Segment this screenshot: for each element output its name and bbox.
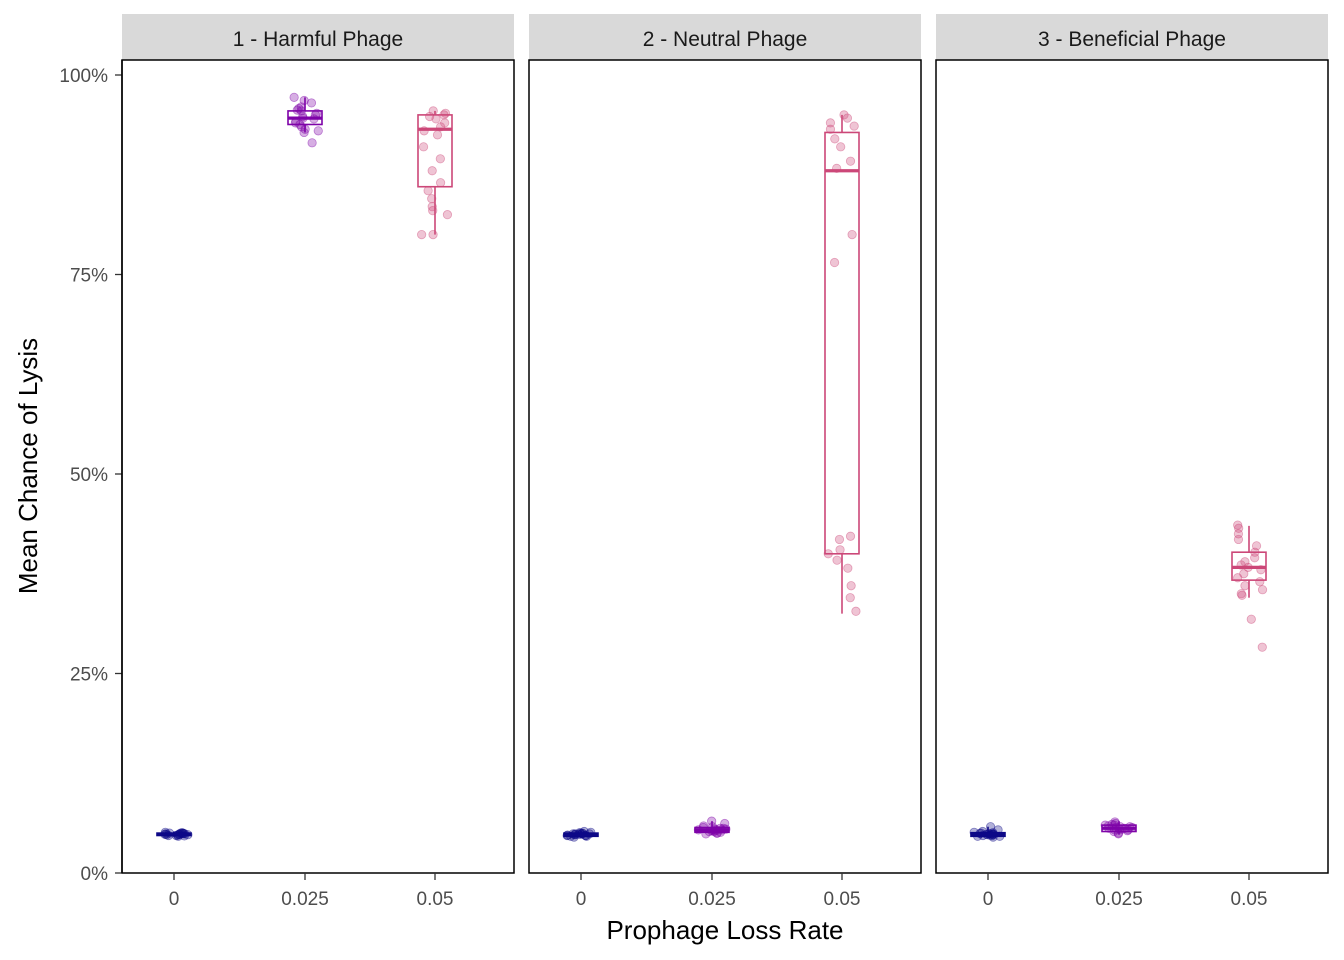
data-point: [431, 114, 441, 124]
data-point: [1250, 553, 1260, 563]
data-point: [845, 593, 855, 603]
data-point: [845, 156, 856, 166]
data-point: [423, 186, 433, 196]
facet-strip: [936, 14, 1328, 60]
facet-strip: [529, 14, 921, 60]
facet-strip-label: 2 - Neutral Phage: [643, 28, 808, 51]
facet-panel: 3 - Beneficial Phage 0 0.025 0.05: [935, 14, 1329, 910]
data-point: [435, 154, 445, 164]
panel-border: [935, 59, 1329, 874]
data-point: [313, 126, 323, 136]
data-point: [847, 230, 857, 240]
x-tick-label: 0.05: [417, 889, 454, 910]
data-point: [832, 555, 842, 565]
data-point: [849, 121, 859, 131]
data-point: [835, 545, 845, 555]
x-tick-label: 0.025: [1095, 889, 1143, 910]
data-point: [427, 194, 437, 204]
data-point: [830, 134, 840, 144]
data-point: [1251, 541, 1262, 551]
data-point: [829, 257, 840, 268]
data-point: [1240, 581, 1250, 591]
data-point: [851, 606, 861, 616]
data-point: [435, 178, 446, 188]
facet-strip-label: 1 - Harmful Phage: [233, 28, 403, 51]
data-point: [1257, 642, 1267, 652]
data-point: [1255, 577, 1265, 587]
data-point: [825, 118, 836, 128]
y-tick-label: 25%: [70, 665, 108, 686]
box: [417, 114, 453, 188]
facet-panel: 1 - Harmful Phage 0 0.025 0.05: [121, 14, 515, 910]
data-point: [842, 113, 853, 123]
y-axis-title: Mean Chance of Lysis: [13, 338, 43, 594]
data-point: [417, 230, 427, 240]
data-point: [306, 98, 317, 108]
x-tick-label: 0: [983, 889, 994, 910]
y-tick-label: 50%: [70, 465, 108, 486]
data-point: [1246, 614, 1256, 624]
panel-border: [121, 59, 515, 874]
x-tick-label: 0: [576, 889, 587, 910]
x-tick-label: 0.025: [688, 889, 736, 910]
facet-panel: 2 - Neutral Phage 0 0.025 0.05: [528, 14, 922, 910]
data-point: [307, 138, 317, 148]
data-point: [299, 95, 309, 106]
data-point: [432, 130, 443, 140]
data-point: [825, 124, 836, 134]
data-point: [834, 534, 845, 545]
y-tick-label: 0%: [81, 864, 109, 885]
x-axis-title: Prophage Loss Rate: [606, 915, 843, 945]
data-point: [418, 142, 429, 152]
box: [824, 131, 860, 555]
data-point: [442, 210, 453, 220]
y-axis: 0% 25% 50% 75% 100%: [59, 60, 123, 885]
data-point: [289, 92, 299, 102]
data-point: [1239, 569, 1249, 579]
data-point: [846, 581, 856, 591]
y-tick-label: 75%: [70, 266, 108, 287]
data-point: [428, 230, 438, 240]
x-tick-label: 0.05: [824, 889, 861, 910]
x-tick-label: 0.05: [1231, 889, 1268, 910]
data-point: [427, 166, 437, 176]
panel-border: [528, 59, 922, 874]
data-point: [1233, 534, 1244, 545]
facet-strip: [122, 14, 514, 60]
data-point: [1237, 590, 1247, 600]
x-tick-label: 0: [169, 889, 180, 910]
facet-strip-label: 3 - Beneficial Phage: [1038, 28, 1226, 51]
data-point: [299, 127, 309, 138]
data-point: [1233, 520, 1243, 530]
data-point: [1234, 523, 1244, 533]
data-point: [845, 531, 856, 541]
x-tick-label: 0.025: [281, 889, 329, 910]
data-point: [1233, 529, 1244, 539]
y-tick-label: 100%: [59, 66, 108, 87]
data-point: [1257, 585, 1268, 595]
data-point: [440, 118, 450, 128]
data-point: [1236, 589, 1246, 599]
data-point: [843, 563, 853, 573]
data-point: [836, 142, 846, 152]
